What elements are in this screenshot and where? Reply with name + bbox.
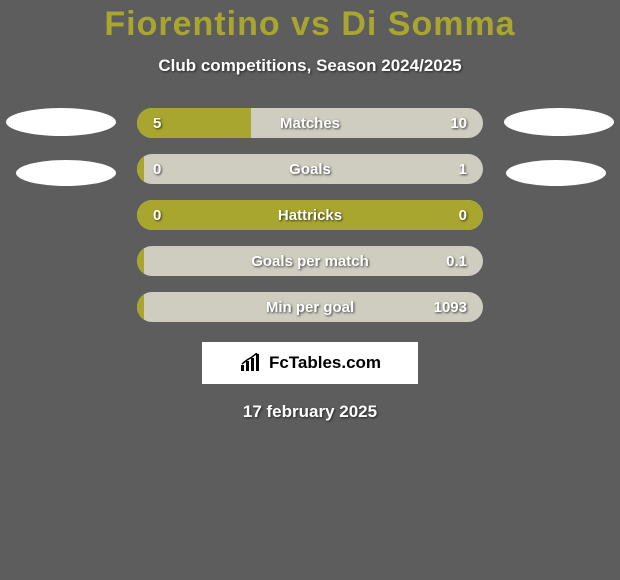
logo-text: FcTables.com: [269, 353, 381, 373]
page-title: Fiorentino vs Di Somma: [0, 5, 620, 44]
source-badge: FcTables.com: [202, 342, 418, 384]
stat-left-value: 0: [153, 207, 161, 224]
stat-row: 0 Hattricks 0: [137, 200, 483, 230]
stat-left-value: 5: [153, 115, 161, 132]
bar-content: 0 Goals 1: [137, 154, 483, 184]
stats-area: 5Matches100Goals10Hattricks0Goals per ma…: [0, 108, 620, 322]
logo-content: FcTables.com: [239, 353, 381, 373]
stat-right-value: 10: [450, 115, 467, 132]
stat-row: 5 Matches 10: [137, 108, 483, 138]
stat-row: Goals per match 0.1: [137, 246, 483, 276]
stat-row: 0 Goals 1: [137, 154, 483, 184]
stat-label: Hattricks: [278, 207, 342, 224]
comparison-widget: Fiorentino vs Di Somma Club competitions…: [0, 0, 620, 422]
team-left-placeholder-2: [16, 160, 116, 186]
subtitle: Club competitions, Season 2024/2025: [0, 56, 620, 76]
bar-content: Min per goal 1093: [137, 292, 483, 322]
stat-right-value: 0: [459, 207, 467, 224]
stat-row: Min per goal 1093: [137, 292, 483, 322]
bar-content: Goals per match 0.1: [137, 246, 483, 276]
team-right-placeholder-2: [506, 160, 606, 186]
stat-bars-container: 5Matches100Goals10Hattricks0Goals per ma…: [0, 108, 620, 322]
stat-right-value: 0.1: [446, 253, 467, 270]
stat-label: Min per goal: [266, 299, 354, 316]
stat-left-value: 0: [153, 161, 161, 178]
chart-icon: [239, 353, 263, 373]
stat-right-value: 1093: [434, 299, 467, 316]
bar-content: 0 Hattricks 0: [137, 200, 483, 230]
stat-label: Goals per match: [251, 253, 369, 270]
stat-label: Matches: [280, 115, 340, 132]
team-left-placeholder-1: [6, 108, 116, 136]
bar-content: 5 Matches 10: [137, 108, 483, 138]
stat-label: Goals: [289, 161, 331, 178]
date-text: 17 february 2025: [0, 402, 620, 422]
team-right-placeholder-1: [504, 108, 614, 136]
stat-right-value: 1: [459, 161, 467, 178]
